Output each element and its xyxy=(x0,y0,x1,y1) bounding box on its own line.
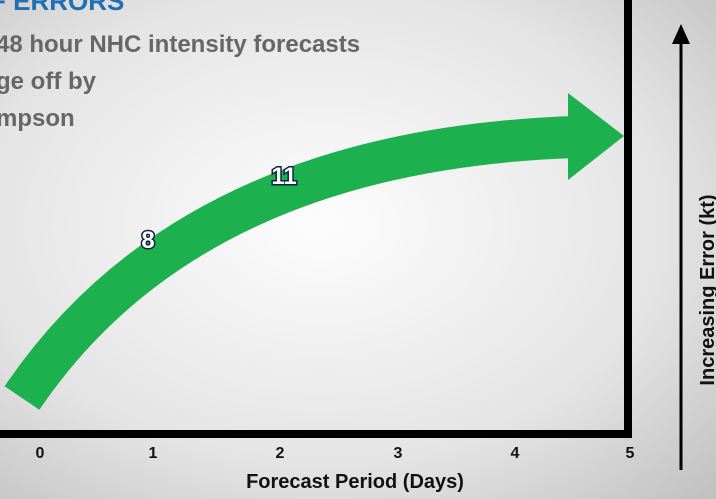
header-line: mpson xyxy=(0,105,75,132)
x-tick-label: 1 xyxy=(149,445,158,462)
x-tick-label: 5 xyxy=(626,445,635,462)
x-tick-label: 2 xyxy=(276,445,285,462)
annotation: 11 xyxy=(271,163,296,190)
header-line: ge off by xyxy=(0,68,97,95)
x-tick-label: 0 xyxy=(36,445,45,462)
y-axis-label: Increasing Error (kt) xyxy=(697,194,716,385)
arrow-head xyxy=(568,93,624,180)
x-axis-label: Forecast Period (Days) xyxy=(246,471,464,493)
x-tick-label: 3 xyxy=(394,445,403,462)
x-tick-label: 4 xyxy=(511,445,520,462)
annotation: 8 xyxy=(141,227,154,254)
error-arrow-head xyxy=(672,24,690,44)
title: F ERRORS xyxy=(0,0,124,16)
header-line: 48 hour NHC intensity forecasts xyxy=(0,31,360,58)
growth-arrow xyxy=(4,116,576,410)
